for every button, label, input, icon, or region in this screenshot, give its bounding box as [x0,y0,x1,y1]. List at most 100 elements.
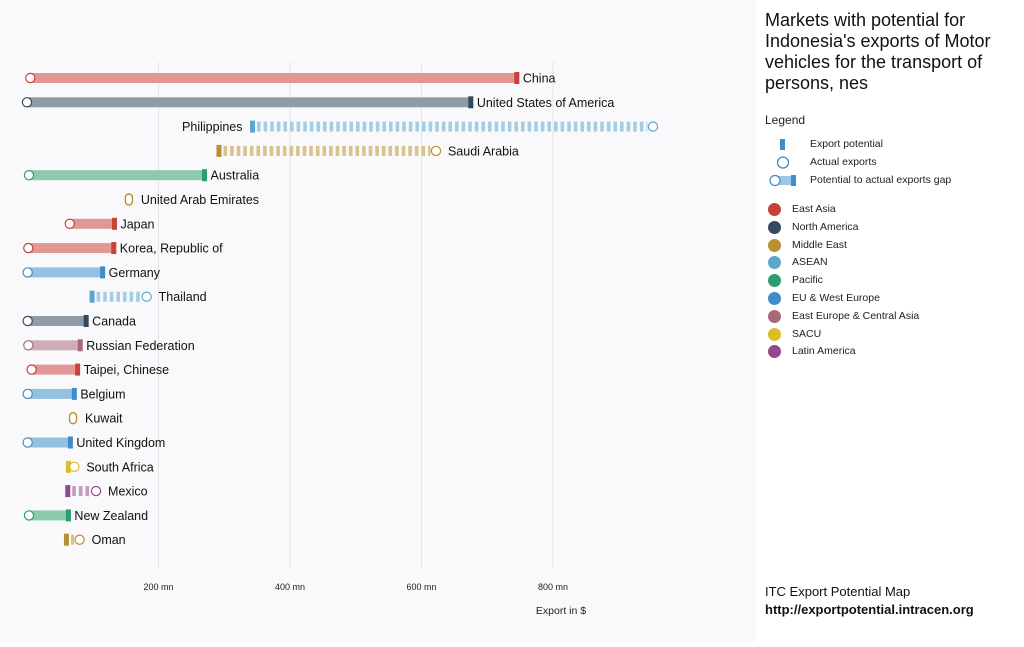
market-row[interactable]: United Arab Emirates [124,193,259,207]
potential-marker[interactable] [65,460,71,473]
market-row[interactable]: Russian Federation [23,339,195,353]
gap-dash [580,121,585,132]
potential-marker[interactable] [100,266,106,279]
region-dot-icon [768,292,781,305]
gap-dash [547,121,552,132]
gap-dash [236,145,241,156]
gap-dash [448,121,453,132]
actual-marker[interactable] [90,485,102,497]
actual-marker[interactable] [430,145,442,157]
actual-marker[interactable] [22,437,33,448]
market-row[interactable]: New Zealand [23,509,148,523]
potential-marker[interactable] [216,144,222,157]
market-row[interactable]: Canada [22,315,136,329]
potential-marker[interactable] [65,485,71,498]
gap-dash [408,145,412,156]
actual-marker[interactable] [22,267,33,278]
actual-marker[interactable] [74,534,85,545]
potential-marker[interactable] [77,339,83,352]
gap-dash [567,121,571,132]
potential-marker[interactable] [89,290,95,303]
actual-marker[interactable] [22,388,33,400]
market-row[interactable]: United Kingdom [22,436,165,450]
actual-marker[interactable] [647,121,659,132]
actual-marker[interactable] [21,97,33,108]
gap-bar [27,267,103,278]
actual-marker[interactable] [23,242,34,254]
potential-marker[interactable] [83,315,89,327]
market-row[interactable]: United States of America [21,96,614,110]
gap-dash [329,145,333,156]
market-row[interactable]: Australia [23,169,259,183]
market-row[interactable]: Japan [64,217,155,231]
potential-equals-actual-marker[interactable] [124,193,134,206]
gap-dash [507,121,512,132]
gap-dash [455,121,459,132]
gap-bar [27,97,471,108]
actual-marker[interactable] [22,315,33,327]
region-dot-icon [768,274,781,288]
market-row[interactable]: Mexico [65,485,148,499]
market-row[interactable]: Kuwait [68,412,124,426]
gap-dash [249,145,254,156]
gap-dash [309,121,314,132]
actual-marker[interactable] [23,340,34,351]
region-label: East Asia [792,203,836,215]
potential-marker[interactable] [67,436,73,449]
gap-dash [309,145,313,156]
actual-marker[interactable] [23,510,35,521]
gap-dash [369,121,373,132]
market-row[interactable]: Thailand [89,290,207,304]
gap-dash [401,145,406,156]
market-row[interactable]: Philippines [182,120,659,134]
market-row[interactable]: Korea, Republic of [23,242,223,256]
market-row[interactable]: Taipei, Chinese [26,363,170,377]
potential-marker[interactable] [65,509,71,522]
gap-dash [230,145,234,156]
potential-marker[interactable] [202,169,208,182]
market-label: South Africa [86,460,153,474]
market-row[interactable]: Saudi Arabia [216,144,519,158]
market-label: Taipei, Chinese [84,363,170,377]
gap-dash [375,121,380,132]
gap-dash [72,486,76,497]
market-row[interactable]: Belgium [22,387,126,401]
region-label: ASEAN [792,256,828,269]
gap-dash [395,145,399,156]
gap-dash [269,145,274,156]
region-dot-icon [768,256,781,270]
gap-dash [388,145,393,156]
gap-dash [606,121,611,132]
potential-marker[interactable] [514,72,520,84]
gap-dash [348,145,353,156]
potential-marker[interactable] [71,387,77,400]
potential-marker[interactable] [250,120,256,133]
gap-dash [382,121,387,132]
actual-marker[interactable] [141,291,152,302]
gap-dash [256,145,261,156]
actual-marker[interactable] [23,169,35,181]
footer-url[interactable]: http://exportpotential.intracen.org [765,602,974,617]
potential-marker[interactable] [63,533,69,546]
potential-marker[interactable] [75,363,81,376]
gap-bar [27,437,71,448]
potential-equals-actual-marker[interactable] [68,412,78,425]
market-label: Germany [109,266,161,280]
market-row[interactable]: China [25,72,556,86]
actual-marker[interactable] [64,218,75,229]
gap-dash [336,121,340,132]
market-row[interactable]: South Africa [65,460,154,474]
potential-marker[interactable] [111,242,117,255]
market-row[interactable]: Germany [22,266,161,280]
gap-dash [243,145,247,156]
actual-marker[interactable] [25,72,36,84]
market-label: New Zealand [74,509,148,523]
potential-marker[interactable] [468,96,474,109]
actual-marker[interactable] [26,364,37,375]
gap-dash [422,121,426,132]
region-label: East Europe & Central Asia [792,309,920,322]
market-row[interactable]: Oman [63,533,126,547]
potential-marker[interactable] [111,217,117,230]
gap-dash [428,121,433,132]
actual-marker[interactable] [69,461,80,472]
